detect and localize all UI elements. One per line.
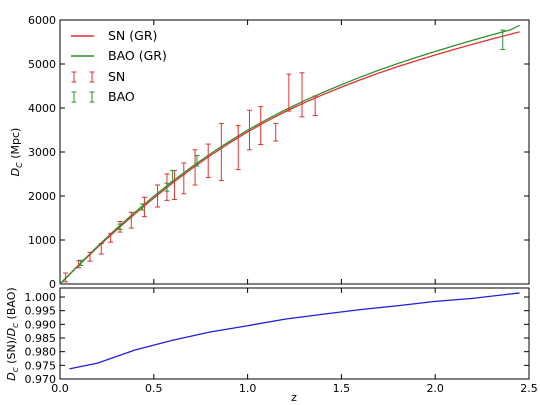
- top-y-tick-label: 5000: [28, 58, 56, 71]
- bottom-y-tick-label: 0.975: [25, 359, 57, 372]
- bottom-chart: 0.0 0.5 1.0 1.5 2.0 2.50.9700.9750.9800.9850.…: [5, 287, 538, 404]
- top-errorbar-point: [194, 155, 200, 167]
- bottom-y-tick-label: 0.995: [25, 305, 57, 318]
- bottom-ticks: 0.0 0.5 1.0 1.5 2.0 2.50.9700.9750.9800.9850.…: [25, 288, 538, 395]
- top-errorbar-point: [78, 259, 84, 267]
- bottom-y-tick-label: 1.000: [25, 291, 57, 304]
- top-errorbar-point: [170, 169, 176, 183]
- top-errorbar-point: [273, 122, 279, 142]
- legend-label-bao: BAO: [108, 89, 135, 104]
- top-errorbar-point: [128, 211, 134, 229]
- top-y-tick-label: 4000: [28, 102, 56, 115]
- top-errorbar-point: [117, 223, 123, 230]
- top-errorbar-point: [108, 232, 114, 243]
- legend-swatch-bao: [71, 91, 95, 103]
- top-y-tick-label: 0: [49, 278, 56, 291]
- top-errorbar-point: [181, 162, 187, 195]
- legend-swatch-sn: [71, 71, 95, 83]
- top-errorbar-point: [140, 203, 146, 211]
- top-y-tick-label: 6000: [28, 14, 56, 27]
- bottom-y-label-b: D: [5, 328, 18, 336]
- top-errorbar-point: [286, 73, 292, 112]
- bottom-y-label-a-sub: C: [12, 367, 20, 372]
- top-y-label-main: D: [9, 168, 22, 176]
- top-series: [59, 24, 520, 285]
- legend-label-sn-gr: SN (GR): [108, 28, 157, 43]
- top-y-axis-label: DC (Mpc): [9, 128, 24, 177]
- bottom-series: [69, 292, 520, 370]
- top-y-tick-label: 2000: [28, 190, 56, 203]
- legend-label-sn: SN: [108, 69, 125, 84]
- x-axis-label: z: [291, 391, 297, 404]
- bottom-y-tick-label: 0.990: [25, 318, 57, 331]
- bottom-y-axis-label: DC (SN)/DC (BAO): [5, 287, 20, 380]
- top-errorbar-point: [235, 125, 241, 171]
- top-errorbar-point: [155, 184, 161, 208]
- top-chart: 0 1000 2000 3000 4000 5000 6000 DC (Mpc) SN (G…: [9, 14, 530, 291]
- top-errorbar-point: [63, 272, 69, 283]
- top-errorbar-point: [312, 95, 318, 116]
- bottom-plot-frame: [59, 287, 530, 380]
- top-ticks: 0 1000 2000 3000 4000 5000 6000: [28, 14, 530, 291]
- top-errorbar-point: [258, 106, 264, 146]
- top-y-tick-label: 3000: [28, 146, 56, 159]
- bottom-y-label-mid: (SN)/: [5, 336, 18, 367]
- top-y-label-sub: C: [15, 162, 24, 168]
- bottom-y-tick-label: 0.985: [25, 332, 57, 345]
- top-errorbar-point: [246, 109, 252, 151]
- bottom-y-label-tail: (BAO): [5, 287, 18, 323]
- top-errorbar-point: [218, 122, 224, 182]
- bottom-x-tick-label: 2.5: [520, 382, 538, 395]
- bottom-x-tick-label: 0.5: [145, 382, 163, 395]
- bottom-series-line: [69, 292, 520, 370]
- bottom-y-tick-label: 0.980: [25, 346, 57, 359]
- legend-label-bao-gr: BAO (GR): [108, 48, 167, 63]
- bottom-y-tick-label: 0.970: [25, 373, 57, 386]
- bottom-y-label-b-sub: C: [12, 323, 20, 328]
- top-series-line: [59, 31, 520, 285]
- top-y-label-tail: (Mpc): [9, 128, 22, 163]
- top-errorbar-point: [87, 251, 93, 262]
- bottom-x-tick-label: 2.0: [426, 382, 444, 395]
- top-errorbar-point: [141, 196, 147, 218]
- top-legend: SN (GR) BAO (GR) SN BAO: [71, 28, 167, 104]
- top-y-tick-label: 1000: [28, 234, 56, 247]
- top-errorbar-point: [98, 243, 104, 255]
- top-errorbar-point: [205, 143, 211, 179]
- top-errorbar-point: [164, 182, 170, 192]
- top-series-line: [59, 24, 520, 285]
- top-errorbar-point: [299, 72, 305, 118]
- top-errorbar-point: [500, 29, 506, 50]
- bottom-x-tick-label: 1.5: [333, 382, 351, 395]
- bottom-x-tick-label: 1.0: [239, 382, 257, 395]
- bottom-x-tick-label: 0.0: [51, 382, 69, 395]
- bottom-y-label-a: D: [5, 372, 18, 380]
